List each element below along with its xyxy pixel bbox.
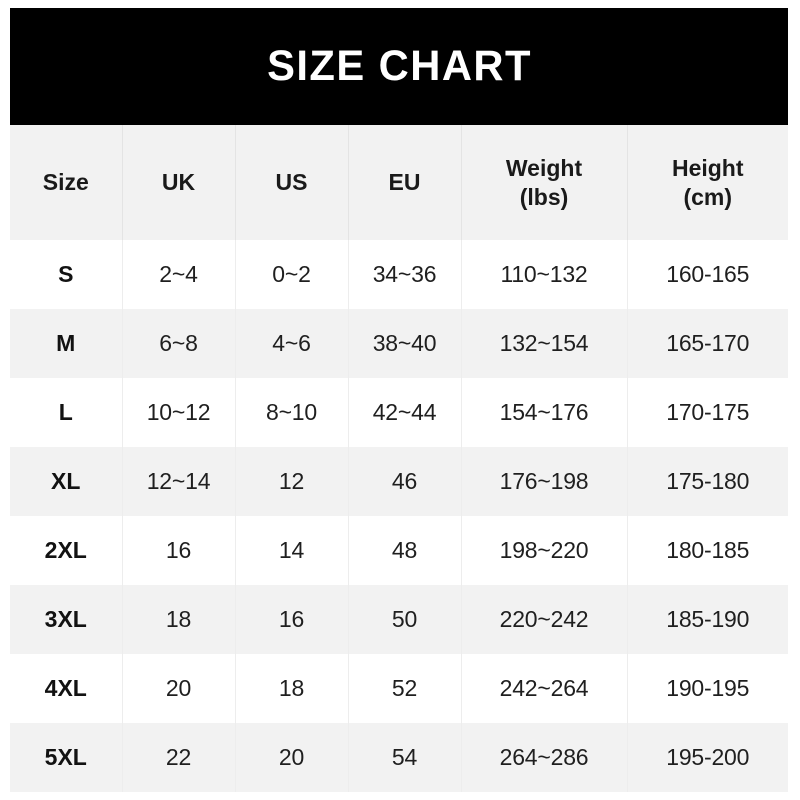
column-header-us-label: US — [275, 169, 308, 196]
cell-weight: 132~154 — [461, 309, 628, 378]
table-row: S 2~4 0~2 34~36 110~132 160-165 — [10, 240, 788, 309]
table-row: 3XL 18 16 50 220~242 185-190 — [10, 585, 788, 654]
cell-height: 175-180 — [627, 447, 788, 516]
table-header: Size UK US EU Weight (lbs) Height (cm) — [10, 125, 788, 240]
cell-uk: 6~8 — [122, 309, 236, 378]
cell-us: 12 — [235, 447, 349, 516]
cell-size: XL — [10, 447, 123, 516]
cell-weight: 264~286 — [461, 723, 628, 792]
cell-size: S — [10, 240, 123, 309]
column-header-us: US — [235, 125, 349, 240]
cell-eu: 42~44 — [348, 378, 462, 447]
table-row: 2XL 16 14 48 198~220 180-185 — [10, 516, 788, 585]
header-row: Size UK US EU Weight (lbs) Height (cm) — [10, 125, 788, 240]
table-row: 5XL 22 20 54 264~286 195-200 — [10, 723, 788, 792]
cell-size: 5XL — [10, 723, 123, 792]
cell-weight: 198~220 — [461, 516, 628, 585]
cell-uk: 16 — [122, 516, 236, 585]
column-header-uk-label: UK — [161, 169, 196, 196]
column-header-size: Size — [10, 125, 123, 240]
cell-uk: 10~12 — [122, 378, 236, 447]
cell-uk: 18 — [122, 585, 236, 654]
size-chart-table: Size UK US EU Weight (lbs) Height (cm) — [10, 125, 788, 792]
cell-us: 4~6 — [235, 309, 349, 378]
page-title: SIZE CHART — [266, 42, 532, 90]
cell-size: 4XL — [10, 654, 123, 723]
cell-us: 16 — [235, 585, 349, 654]
cell-uk: 2~4 — [122, 240, 236, 309]
cell-eu: 48 — [348, 516, 462, 585]
cell-size: 2XL — [10, 516, 123, 585]
table-row: XL 12~14 12 46 176~198 175-180 — [10, 447, 788, 516]
cell-height: 180-185 — [627, 516, 788, 585]
column-header-uk: UK — [122, 125, 236, 240]
cell-height: 165-170 — [627, 309, 788, 378]
cell-size: M — [10, 309, 123, 378]
column-header-weight-unit: (lbs) — [519, 183, 569, 210]
cell-height: 185-190 — [627, 585, 788, 654]
cell-weight: 110~132 — [461, 240, 628, 309]
cell-eu: 46 — [348, 447, 462, 516]
cell-weight: 242~264 — [461, 654, 628, 723]
cell-us: 18 — [235, 654, 349, 723]
cell-eu: 54 — [348, 723, 462, 792]
cell-uk: 22 — [122, 723, 236, 792]
cell-eu: 50 — [348, 585, 462, 654]
table-body: S 2~4 0~2 34~36 110~132 160-165 M 6~8 4~… — [10, 240, 788, 792]
cell-height: 160-165 — [627, 240, 788, 309]
column-header-height-label: Height — [671, 155, 744, 182]
cell-weight: 154~176 — [461, 378, 628, 447]
table-row: 4XL 20 18 52 242~264 190-195 — [10, 654, 788, 723]
cell-weight: 176~198 — [461, 447, 628, 516]
cell-us: 8~10 — [235, 378, 349, 447]
table-row: M 6~8 4~6 38~40 132~154 165-170 — [10, 309, 788, 378]
column-header-weight-label: Weight — [505, 155, 583, 182]
cell-eu: 34~36 — [348, 240, 462, 309]
table-row: L 10~12 8~10 42~44 154~176 170-175 — [10, 378, 788, 447]
cell-us: 0~2 — [235, 240, 349, 309]
cell-height: 190-195 — [627, 654, 788, 723]
column-header-weight: Weight (lbs) — [461, 125, 628, 240]
column-header-size-label: Size — [42, 169, 89, 196]
cell-size: 3XL — [10, 585, 123, 654]
column-header-eu: EU — [348, 125, 462, 240]
cell-height: 195-200 — [627, 723, 788, 792]
column-header-eu-label: EU — [388, 169, 421, 196]
column-header-height-unit: (cm) — [683, 183, 733, 210]
cell-uk: 20 — [122, 654, 236, 723]
column-header-height: Height (cm) — [627, 125, 788, 240]
cell-eu: 52 — [348, 654, 462, 723]
cell-uk: 12~14 — [122, 447, 236, 516]
cell-us: 14 — [235, 516, 349, 585]
cell-weight: 220~242 — [461, 585, 628, 654]
cell-us: 20 — [235, 723, 349, 792]
cell-size: L — [10, 378, 123, 447]
cell-height: 170-175 — [627, 378, 788, 447]
title-banner: SIZE CHART — [10, 8, 788, 125]
cell-eu: 38~40 — [348, 309, 462, 378]
